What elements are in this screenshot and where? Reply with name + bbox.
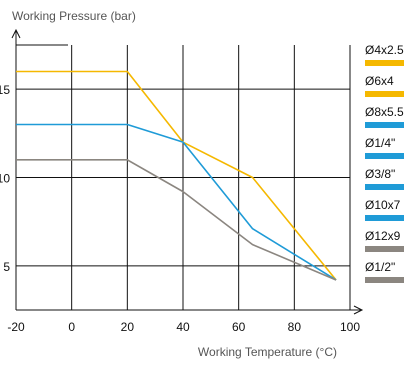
legend-label: Ø6x4: [365, 74, 394, 88]
legend-swatch: [365, 277, 404, 283]
x-tick-label: -20: [7, 320, 25, 334]
x-tick-label: 100: [340, 320, 360, 334]
x-tick-label: 40: [176, 320, 190, 334]
x-tick-label: 0: [68, 320, 75, 334]
x-tick-label: 80: [288, 320, 302, 334]
legend-swatch: [365, 91, 404, 97]
x-axis-title: Working Temperature (°C): [198, 345, 337, 359]
x-tick-label: 60: [232, 320, 246, 334]
legend-label: Ø3/8": [365, 167, 395, 181]
tick-layer: -20 0 20 40 60 80 100 5 10 15: [0, 83, 360, 334]
x-tick-label: 20: [121, 320, 135, 334]
grid-layer: [16, 44, 351, 310]
y-tick-label: 10: [0, 172, 10, 186]
legend-label: Ø8x5.5: [365, 105, 404, 119]
x-axis-arrow: [353, 305, 364, 315]
legend-swatch: [365, 122, 404, 128]
legend-swatch: [365, 60, 404, 66]
legend-swatch: [365, 184, 404, 190]
legend-swatch: [365, 153, 404, 159]
series-line-2: [16, 123, 337, 281]
legend-label: Ø10x7: [365, 198, 401, 212]
series-line-3: [16, 159, 337, 281]
y-axis-title: Working Pressure (bar): [12, 9, 136, 23]
legend-label: Ø1/4": [365, 136, 395, 150]
y-tick-label: 5: [3, 260, 10, 274]
legend-label: Ø4x2.5: [365, 43, 404, 57]
legend-label: Ø1/2": [365, 260, 395, 274]
series-line-1: [16, 70, 337, 281]
legend-layer: Ø4x2.5 Ø6x4 Ø8x5.5 Ø1/4" Ø3/8" Ø10x7 Ø12x9 Ø1/2…: [365, 43, 404, 283]
y-axis-arrow: [11, 28, 21, 39]
y-tick-label: 15: [0, 83, 10, 97]
legend-swatch: [365, 215, 404, 221]
axes-layer: [11, 28, 364, 315]
legend-label: Ø12x9: [365, 229, 401, 243]
legend-swatch: [365, 246, 404, 252]
series-layer: [16, 70, 337, 281]
